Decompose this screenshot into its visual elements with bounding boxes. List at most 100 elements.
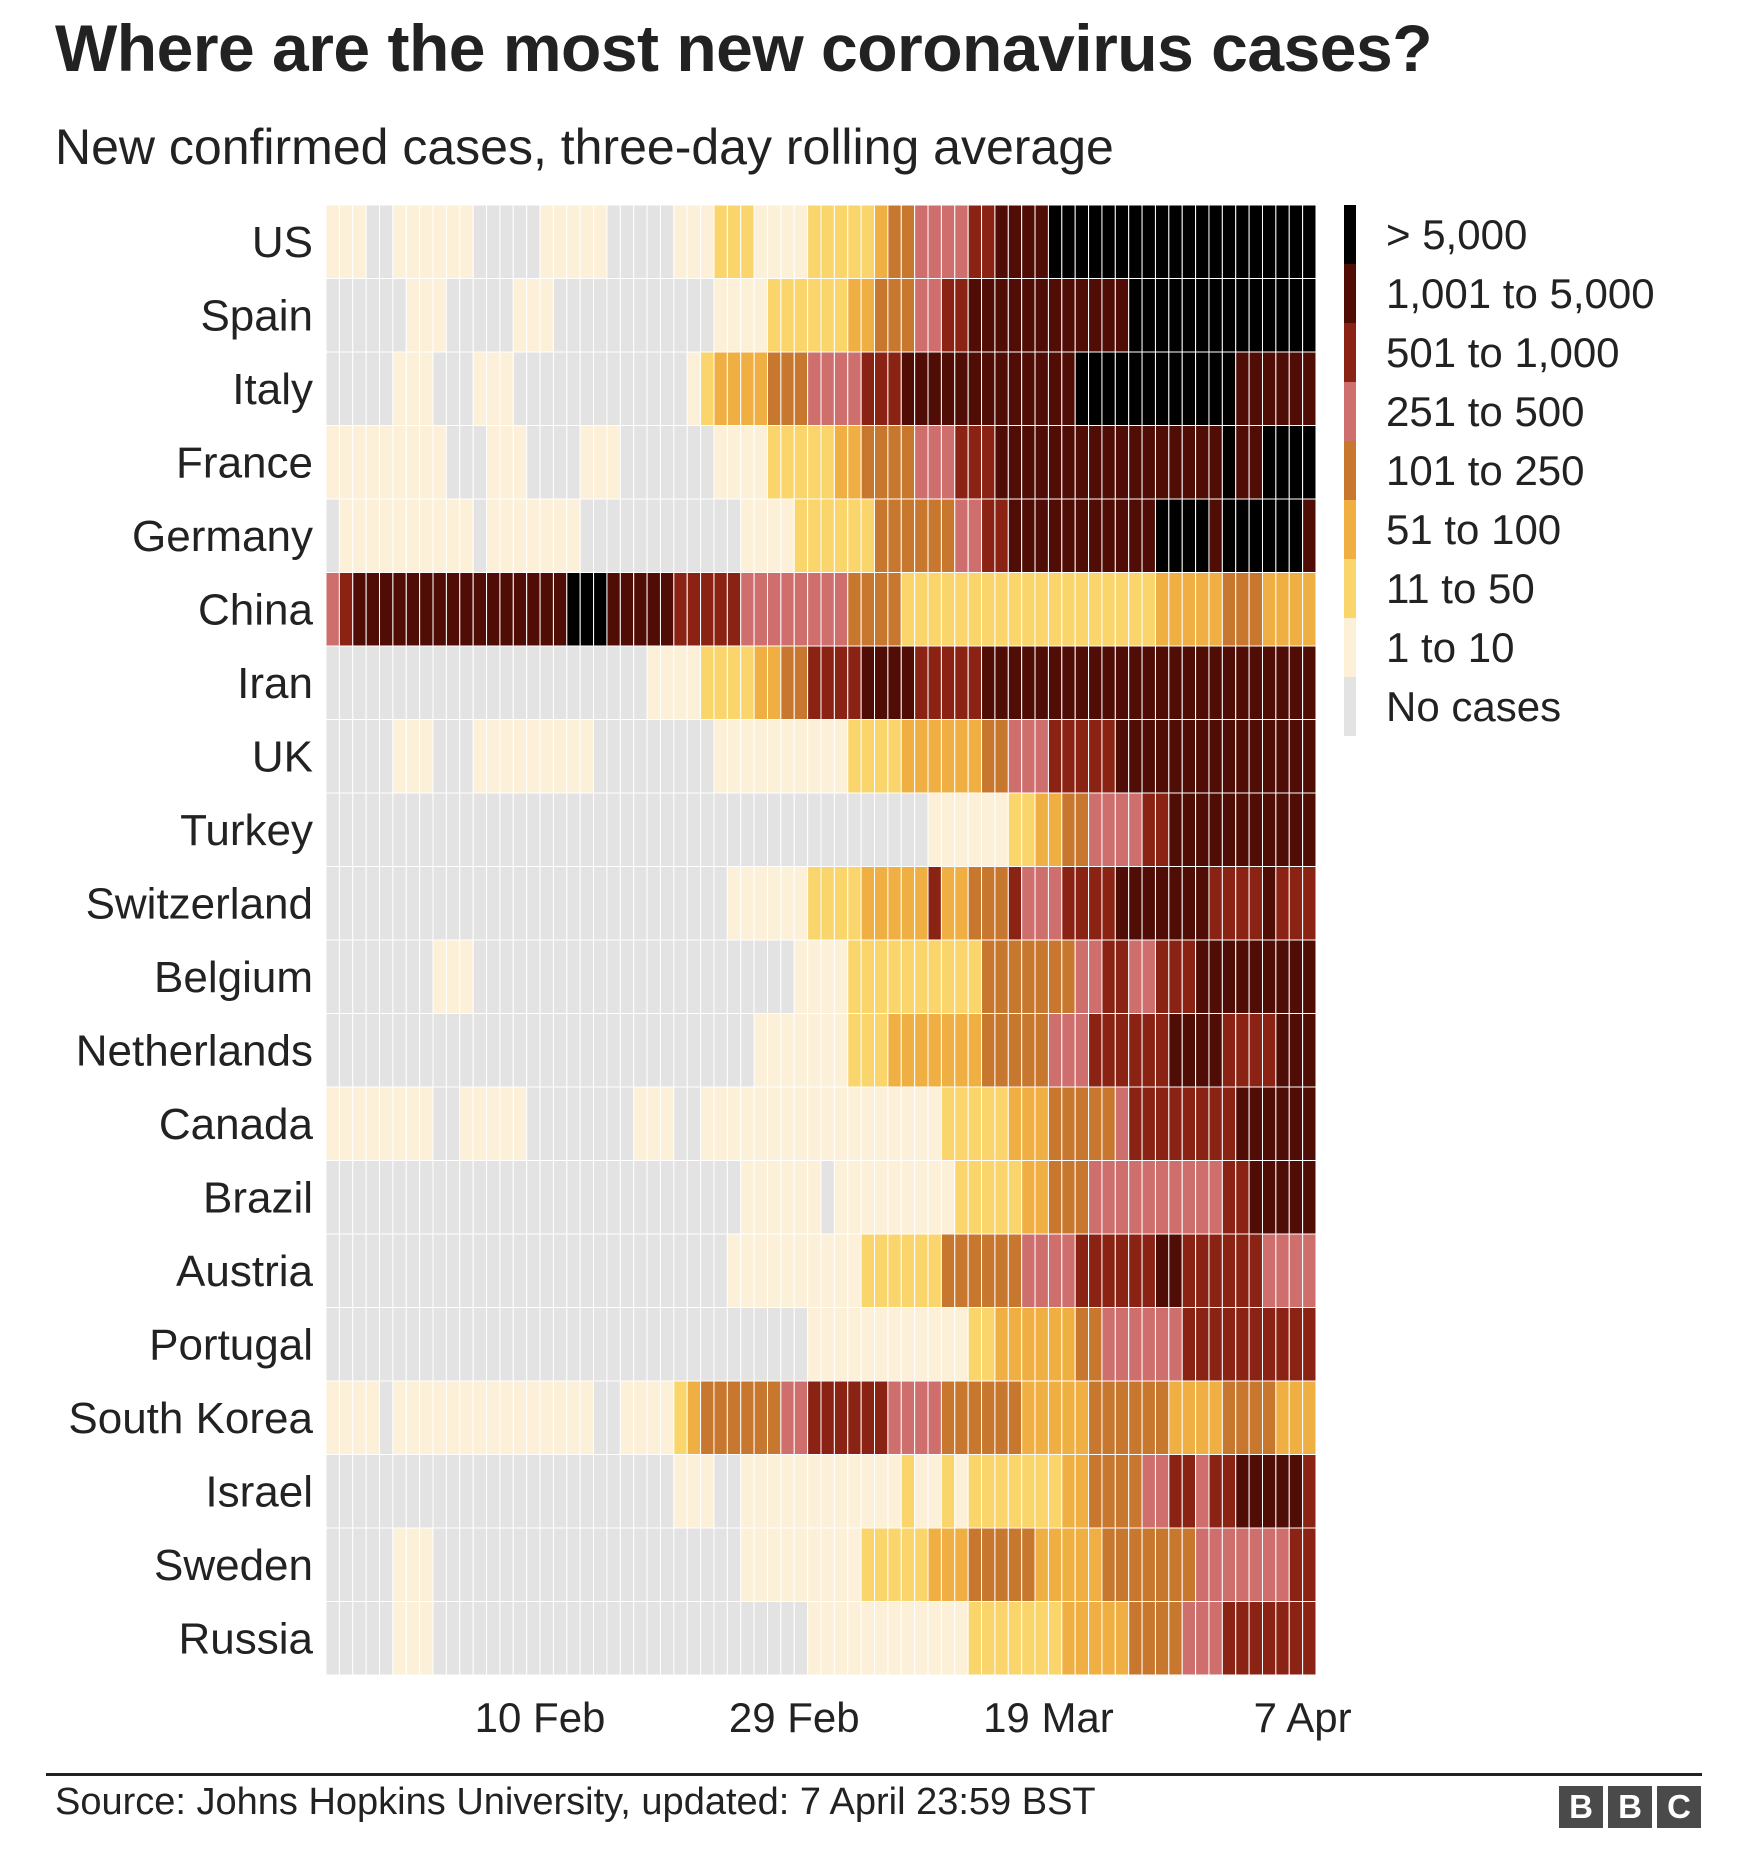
heatmap-cell <box>526 278 541 353</box>
heatmap-cell <box>512 1601 528 1676</box>
heatmap-cell <box>593 351 608 426</box>
heatmap-cell <box>566 645 581 720</box>
heatmap-cell <box>659 1527 675 1602</box>
heatmap-cell <box>820 204 835 279</box>
heatmap-cell <box>405 1380 421 1455</box>
heatmap-cell <box>659 572 675 647</box>
heatmap-cell <box>847 1086 862 1161</box>
legend-label: 501 to 1,000 <box>1386 329 1620 376</box>
logo-letter: B <box>1608 1786 1652 1828</box>
heatmap-cell <box>552 204 568 279</box>
heatmap-cell <box>1047 792 1063 867</box>
heatmap-cell <box>874 278 889 353</box>
heatmap-cell <box>994 1086 1009 1161</box>
heatmap-cell <box>874 1527 889 1602</box>
heatmap-cell <box>392 572 407 647</box>
row-label: Portugal <box>149 1320 313 1369</box>
heatmap-cell <box>526 1454 541 1529</box>
heatmap-cell <box>994 645 1009 720</box>
heatmap-cell <box>780 1380 795 1455</box>
heatmap-cell <box>606 866 621 941</box>
heatmap-cell <box>352 939 367 1014</box>
heatmap-cell <box>1235 425 1250 500</box>
heatmap-cell <box>753 572 768 647</box>
heatmap-cell <box>392 425 407 500</box>
heatmap-cell <box>646 425 661 500</box>
heatmap-cell <box>1074 939 1090 1014</box>
heatmap-cell <box>1261 866 1277 941</box>
heatmap-cell <box>1088 204 1103 279</box>
heatmap-cell <box>606 1380 621 1455</box>
heatmap-cell <box>847 792 862 867</box>
heatmap-cell <box>686 1527 702 1602</box>
heatmap-cell <box>887 1454 902 1529</box>
heatmap-cell <box>445 1601 461 1676</box>
heatmap-cell <box>606 498 621 573</box>
heatmap-cell <box>593 1601 608 1676</box>
heatmap-cell <box>619 1380 635 1455</box>
heatmap-cell <box>1141 425 1156 500</box>
heatmap-cell <box>753 1233 768 1308</box>
heatmap-cell <box>365 1601 381 1676</box>
heatmap-cell <box>419 278 434 353</box>
heatmap-cell <box>820 645 835 720</box>
heatmap-cell <box>1047 1601 1063 1676</box>
heatmap-cell <box>445 645 461 720</box>
heatmap-cell <box>1275 1013 1290 1088</box>
heatmap-cell <box>713 204 728 279</box>
heatmap-cell <box>954 1307 969 1382</box>
heatmap-cell <box>994 866 1009 941</box>
heatmap-cell <box>486 425 501 500</box>
heatmap-cell <box>432 572 447 647</box>
heatmap-cell <box>1128 1307 1143 1382</box>
heatmap-cell <box>900 645 916 720</box>
heatmap-cell <box>1088 719 1103 794</box>
heatmap-cell <box>914 1233 929 1308</box>
heatmap-cell <box>1195 1013 1210 1088</box>
heatmap-cell <box>512 1160 528 1235</box>
heatmap-cell <box>847 1601 862 1676</box>
heatmap-cell <box>1061 278 1076 353</box>
heatmap-cell <box>766 1013 782 1088</box>
heatmap-cell <box>1141 939 1156 1014</box>
heatmap-cell <box>619 939 635 1014</box>
heatmap-cell <box>539 792 554 867</box>
heatmap-cell <box>686 498 702 573</box>
heatmap-cell <box>486 939 501 1014</box>
heatmap-cell <box>1261 1160 1277 1235</box>
heatmap-cell <box>726 1454 742 1529</box>
heatmap-cell <box>686 1160 702 1235</box>
heatmap-cell <box>512 351 528 426</box>
heatmap-cell <box>981 1013 996 1088</box>
heatmap-cell <box>392 498 407 573</box>
heatmap-cell <box>847 1380 862 1455</box>
heatmap-cell <box>1208 1160 1223 1235</box>
heatmap-cell <box>432 1160 447 1235</box>
heatmap-cell <box>1114 645 1130 720</box>
heatmap-cell <box>1302 572 1317 647</box>
heatmap-cell <box>1275 1527 1290 1602</box>
heatmap-cell <box>1154 425 1170 500</box>
heatmap-cell <box>526 866 541 941</box>
heatmap-cell <box>833 1086 849 1161</box>
heatmap-cell <box>526 1527 541 1602</box>
heatmap-cell <box>874 1601 889 1676</box>
heatmap-cell <box>633 425 648 500</box>
heatmap-cell <box>793 278 809 353</box>
heatmap-cell <box>1221 645 1237 720</box>
heatmap-cell <box>887 719 902 794</box>
heatmap-cell <box>780 1527 795 1602</box>
heatmap-cell <box>1181 1454 1197 1529</box>
heatmap-cell <box>552 1160 568 1235</box>
heatmap-cell <box>472 866 488 941</box>
heatmap-cell <box>686 1013 702 1088</box>
heatmap-cell <box>1101 1527 1116 1602</box>
heatmap-cell <box>833 1307 849 1382</box>
heatmap-cell <box>753 939 768 1014</box>
heatmap-cell <box>445 1013 461 1088</box>
heatmap-cell <box>566 1601 581 1676</box>
heatmap-cell <box>499 792 514 867</box>
heatmap-cell <box>1141 1454 1156 1529</box>
heatmap-cell <box>820 1013 835 1088</box>
heatmap-cell <box>766 939 782 1014</box>
